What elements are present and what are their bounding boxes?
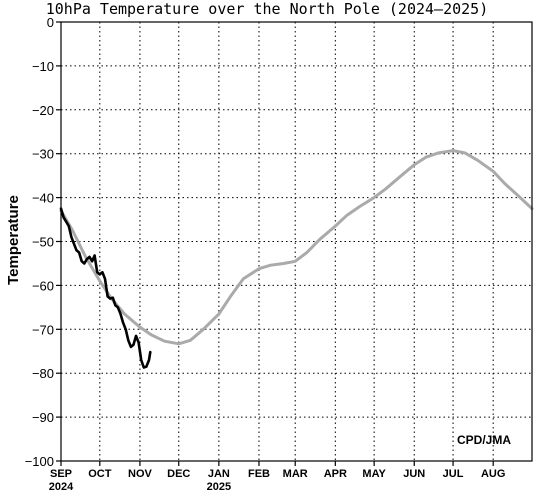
- x-tick-year-label: 2024: [49, 481, 74, 493]
- x-tick-label: SEP: [50, 468, 72, 480]
- data-series: [59, 149, 534, 369]
- x-tick-label: FEB: [248, 468, 270, 480]
- y-axis-label: Temperature: [5, 195, 22, 285]
- gridlines: [61, 22, 532, 461]
- y-tick-label: −90: [32, 410, 54, 425]
- x-tick-label: MAY: [362, 468, 386, 480]
- y-tick-label: −10: [32, 59, 54, 74]
- y-tick-label: −20: [32, 103, 54, 118]
- y-tick-label: −100: [25, 454, 54, 469]
- x-tick-label: OCT: [88, 468, 112, 480]
- x-tick-label: JUN: [403, 468, 425, 480]
- y-tick-label: 0: [47, 15, 54, 30]
- climatology-line: [59, 149, 534, 346]
- observed-line: [59, 207, 152, 369]
- credit-label: CPD/JMA: [457, 433, 511, 447]
- x-tick-label: APR: [324, 468, 347, 480]
- x-tick-label: NOV: [128, 468, 153, 480]
- x-tick-year-label: 2025: [207, 481, 231, 493]
- x-tick-label: JUL: [443, 468, 464, 480]
- y-axis-ticks: 0 −10 −20 −30 −40 −50 −60 −70 −80 −90 −100: [25, 15, 61, 469]
- plot-frame: [60, 21, 533, 462]
- x-tick-label: DEC: [167, 468, 190, 480]
- x-tick-label: AUG: [481, 468, 505, 480]
- y-tick-label: −70: [32, 322, 54, 337]
- y-tick-label: −80: [32, 366, 54, 381]
- chart-title: 10hPa Temperature over the North Pole (2…: [46, 0, 489, 18]
- y-tick-label: −50: [32, 235, 54, 250]
- y-tick-label: −40: [32, 191, 54, 206]
- x-tick-label: MAR: [283, 468, 308, 480]
- y-tick-label: −30: [32, 147, 54, 162]
- x-tick-label: JAN: [208, 468, 230, 480]
- y-tick-label: −60: [32, 278, 54, 293]
